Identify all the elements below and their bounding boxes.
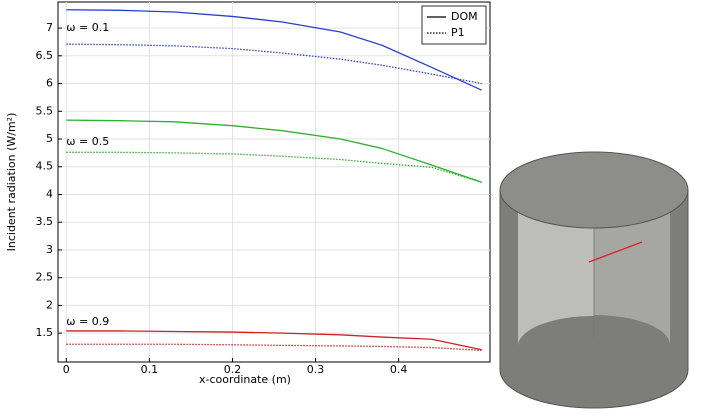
cylinder-inner-wall xyxy=(518,208,594,345)
x-tick-label: 0.4 xyxy=(390,363,408,376)
series-line xyxy=(66,151,482,183)
x-tick-label: 0.2 xyxy=(224,363,242,376)
series-line xyxy=(66,43,482,85)
y-tick-label: 1.5 xyxy=(36,326,54,339)
x-tick-label: 0 xyxy=(63,363,70,376)
grid xyxy=(58,2,490,362)
y-tick-label: 4.5 xyxy=(36,160,54,173)
y-tick-label: 7 xyxy=(46,21,53,34)
x-tick-label: 0.3 xyxy=(307,363,325,376)
y-tick-label: 4 xyxy=(46,187,53,200)
legend-label: P1 xyxy=(451,26,465,39)
y-tick-label: 6.5 xyxy=(36,49,54,62)
x-axis-label: x-coordinate (m) xyxy=(199,373,291,386)
series-line xyxy=(66,9,482,91)
cylinder xyxy=(499,151,689,409)
annotation: ω = 0.1 xyxy=(66,21,109,34)
annotation: ω = 0.5 xyxy=(66,135,109,148)
cut-line xyxy=(588,241,643,263)
y-axis-label: Incident radiation (W/m²) xyxy=(5,113,18,252)
cylinder-top xyxy=(499,151,689,229)
y-tick-label: 5.5 xyxy=(36,104,54,117)
series-line xyxy=(66,119,482,183)
legend-box xyxy=(421,5,487,45)
y-tick-label: 2.5 xyxy=(36,271,54,284)
y-tick-label: 2 xyxy=(46,298,53,311)
legend-label: DOM xyxy=(451,10,478,23)
y-tick-label: 3 xyxy=(46,243,53,256)
annotation: ω = 0.9 xyxy=(66,315,109,328)
series-line xyxy=(66,343,482,352)
y-tick-label: 5 xyxy=(46,132,53,145)
y-tick-label: 6 xyxy=(46,77,53,90)
series-line xyxy=(66,330,482,351)
x-tick-label: 0.1 xyxy=(141,363,159,376)
y-tick-label: 3.5 xyxy=(36,215,54,228)
